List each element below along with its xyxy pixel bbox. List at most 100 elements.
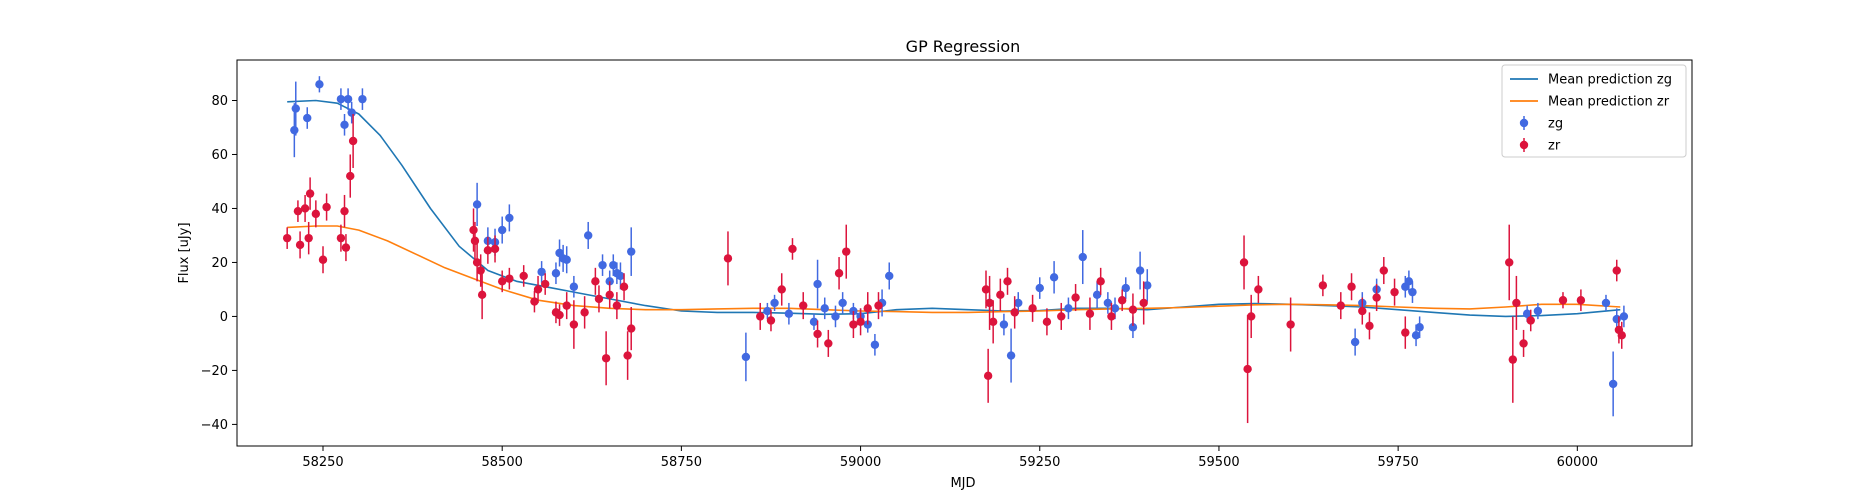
y-tick-label: −20 bbox=[201, 364, 228, 379]
data-point-zr bbox=[756, 312, 765, 321]
data-point-zg bbox=[291, 104, 300, 113]
data-point-zr bbox=[346, 171, 355, 181]
data-point-zr bbox=[1071, 293, 1080, 302]
data-point-zg bbox=[1601, 298, 1611, 308]
data-point-zr bbox=[1246, 312, 1256, 321]
series-line-mean-prediction-zr bbox=[287, 225, 1621, 314]
x-tick-label: 59000 bbox=[840, 455, 881, 470]
data-point-zg bbox=[1522, 309, 1532, 318]
data-point-zg bbox=[609, 260, 618, 270]
data-point-zr bbox=[533, 285, 543, 294]
data-point-zg bbox=[1128, 323, 1138, 332]
data-point-zg bbox=[1121, 283, 1130, 293]
data-point-zr bbox=[1028, 304, 1037, 313]
data-point-zr bbox=[813, 329, 822, 339]
data-point-zg bbox=[1612, 314, 1621, 324]
data-point-zr bbox=[341, 243, 351, 252]
data-point-zg bbox=[1608, 379, 1618, 389]
data-point-zr bbox=[863, 304, 872, 313]
data-point-zg bbox=[598, 260, 607, 270]
data-point-zr bbox=[1390, 287, 1399, 297]
data-point-zr bbox=[505, 274, 514, 283]
data-point-zg bbox=[1415, 323, 1424, 332]
y-tick-label: 20 bbox=[211, 256, 228, 271]
data-point-zg bbox=[784, 309, 794, 318]
data-point-zr bbox=[580, 308, 589, 317]
data-point-zg bbox=[1404, 277, 1414, 286]
data-point-zg bbox=[870, 340, 880, 349]
data-point-zr bbox=[849, 320, 858, 329]
data-point-zr bbox=[594, 294, 604, 304]
data-point-zr bbox=[490, 244, 500, 254]
data-point-zr bbox=[476, 266, 485, 275]
data-point-zg bbox=[562, 255, 571, 264]
data-point-zr bbox=[834, 269, 844, 278]
data-point-zg bbox=[505, 213, 514, 223]
data-point-zr bbox=[612, 301, 622, 310]
data-point-zr bbox=[562, 301, 571, 310]
data-point-zr bbox=[1512, 298, 1521, 308]
data-point-zr bbox=[842, 247, 851, 256]
data-point-zg bbox=[1110, 304, 1120, 313]
data-point-zr bbox=[282, 233, 292, 243]
data-point-zr bbox=[336, 233, 346, 243]
data-point-zg bbox=[569, 282, 579, 291]
y-tick-label: 0 bbox=[220, 310, 228, 325]
data-point-zr bbox=[1401, 328, 1410, 337]
data-point-zg bbox=[838, 298, 847, 308]
data-point-zr bbox=[569, 320, 579, 329]
data-point-zr bbox=[497, 277, 507, 286]
data-point-zg bbox=[1092, 290, 1102, 300]
data-point-zr bbox=[723, 254, 733, 263]
data-point-zg bbox=[537, 267, 546, 277]
legend: Mean prediction zg Mean prediction zr zg zr bbox=[1501, 64, 1687, 158]
y-tick-label: 60 bbox=[211, 148, 228, 163]
data-point-zg bbox=[885, 271, 894, 281]
data-point-zr bbox=[788, 244, 797, 254]
chart-title: GP Regression bbox=[906, 37, 1021, 56]
data-point-zr bbox=[799, 301, 808, 310]
data-point-zr bbox=[981, 285, 991, 294]
data-point-zr bbox=[1612, 266, 1621, 275]
data-point-zg bbox=[358, 94, 367, 104]
data-point-zr bbox=[874, 301, 883, 310]
data-point-zg bbox=[1135, 266, 1145, 275]
data-point-zr bbox=[1239, 258, 1249, 267]
data-point-zg bbox=[472, 200, 482, 209]
plot-frame bbox=[236, 59, 1693, 447]
legend-swatch-marker bbox=[1519, 118, 1529, 128]
data-point-zr bbox=[1128, 305, 1138, 314]
data-point-zr bbox=[623, 351, 632, 360]
data-point-zr bbox=[996, 290, 1005, 300]
data-point-zr bbox=[983, 371, 993, 381]
data-point-zr bbox=[530, 297, 539, 306]
data-point-zg bbox=[347, 108, 356, 117]
data-point-zr bbox=[988, 317, 998, 327]
data-point-zr bbox=[519, 271, 528, 281]
data-point-zr bbox=[1576, 296, 1586, 305]
data-point-zr bbox=[472, 258, 482, 267]
data-point-zr bbox=[300, 204, 310, 213]
data-point-zg bbox=[1103, 298, 1113, 308]
data-point-zr bbox=[1347, 282, 1356, 291]
data-point-zr bbox=[1286, 320, 1295, 329]
data-point-zr bbox=[1508, 355, 1518, 364]
data-point-zr bbox=[1243, 364, 1252, 374]
data-point-zg bbox=[1619, 312, 1629, 321]
legend-label: Mean prediction zg bbox=[1548, 73, 1672, 88]
data-point-zr bbox=[318, 255, 328, 264]
data-point-zg bbox=[290, 125, 299, 135]
data-point-zr bbox=[304, 233, 313, 243]
data-point-zr bbox=[1558, 296, 1568, 305]
data-point-zr bbox=[1372, 293, 1381, 302]
data-point-zg bbox=[813, 279, 822, 289]
data-point-zr bbox=[541, 279, 550, 289]
data-point-zr bbox=[605, 290, 614, 300]
data-point-zr bbox=[1085, 309, 1095, 318]
data-point-zr bbox=[311, 209, 321, 219]
data-point-zr bbox=[477, 290, 487, 300]
data-point-zr bbox=[856, 317, 865, 327]
data-point-zr bbox=[766, 316, 776, 325]
data-point-zr bbox=[1505, 258, 1514, 267]
data-point-zg bbox=[1006, 351, 1016, 360]
